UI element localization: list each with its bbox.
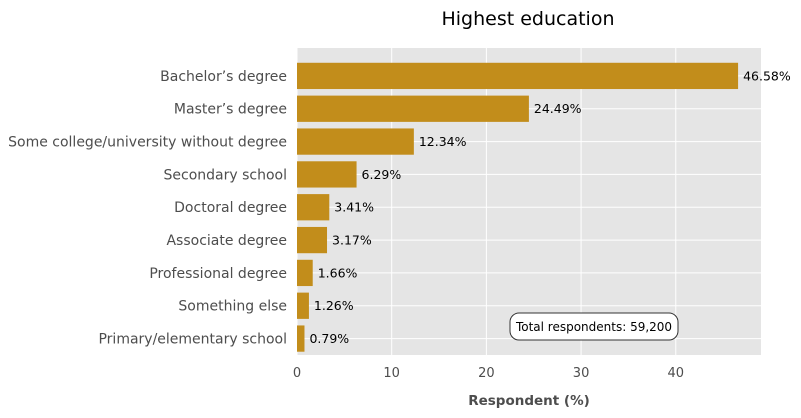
bar <box>297 292 309 319</box>
bar <box>297 62 739 90</box>
category-label: Some college/university without degree <box>8 135 287 151</box>
value-label: 24.49% <box>534 101 582 116</box>
x-axis-label: Respondent (%) <box>468 393 590 409</box>
bar <box>297 194 330 221</box>
annotation-text: Total respondents: 59,200 <box>515 320 672 334</box>
bar <box>297 325 305 352</box>
x-tick-labels: 0 10 20 30 40 <box>293 366 684 381</box>
annotation-box: Total respondents: 59,200 <box>509 312 679 341</box>
bar <box>297 128 414 155</box>
category-label: Bachelor’s degree <box>160 69 287 85</box>
category-label: Primary/elementary school <box>98 332 287 348</box>
value-label: 3.41% <box>334 200 374 215</box>
value-label: 6.29% <box>362 167 402 182</box>
category-label: Something else <box>178 299 287 315</box>
value-label: 1.66% <box>318 265 358 280</box>
category-label: Associate degree <box>166 233 287 249</box>
category-label: Doctoral degree <box>174 200 287 216</box>
value-label: 0.79% <box>309 331 349 346</box>
chart-title: Highest education <box>441 8 614 30</box>
bar <box>297 226 328 254</box>
value-label: 46.58% <box>743 68 791 83</box>
bar <box>297 95 529 122</box>
x-tick-label: 20 <box>478 366 495 381</box>
value-label: 12.34% <box>419 134 467 149</box>
value-labels: 46.58% 24.49% 12.34% 6.29% 3.41% 3.17% 1.66% 1.… <box>309 68 790 346</box>
x-tick-label: 30 <box>573 366 590 381</box>
category-label: Secondary school <box>164 167 287 183</box>
annotation-frame <box>509 312 679 341</box>
category-label: Professional degree <box>149 266 287 282</box>
value-label: 3.17% <box>332 233 372 248</box>
category-labels: Bachelor’s degree Master’s degree Some col… <box>8 69 287 348</box>
x-tick-label: 40 <box>668 366 685 381</box>
x-tick-label: 0 <box>293 366 301 381</box>
bar <box>297 161 357 188</box>
value-label: 1.26% <box>314 298 354 313</box>
category-label: Master’s degree <box>174 102 287 118</box>
bar <box>297 259 313 287</box>
x-tick-label: 10 <box>383 366 400 381</box>
bars <box>297 62 739 352</box>
